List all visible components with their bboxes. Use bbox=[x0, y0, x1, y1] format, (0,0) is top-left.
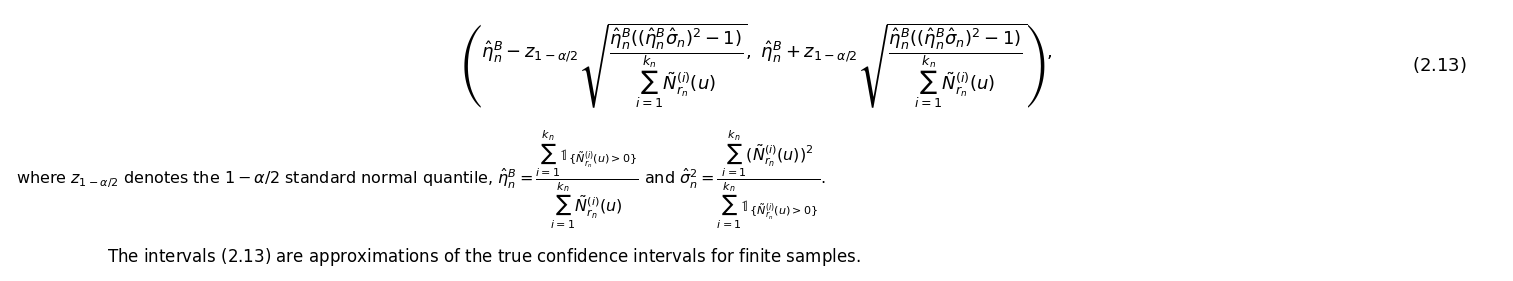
Text: where $z_{1-\alpha/2}$ denotes the $1-\alpha/2$ standard normal quantile, $\hat{: where $z_{1-\alpha/2}$ denotes the $1-\a… bbox=[17, 128, 826, 231]
Text: $\left( \hat{\eta}_n^B - z_{1-\alpha/2}\sqrt{\dfrac{\hat{\eta}_n^B((\hat{\eta}_n: $\left( \hat{\eta}_n^B - z_{1-\alpha/2}\… bbox=[460, 21, 1053, 110]
Text: $(2.13)$: $(2.13)$ bbox=[1412, 55, 1466, 75]
Text: The intervals $(2.13)$ are approximations of the true confidence intervals for f: The intervals $(2.13)$ are approximation… bbox=[107, 246, 861, 268]
